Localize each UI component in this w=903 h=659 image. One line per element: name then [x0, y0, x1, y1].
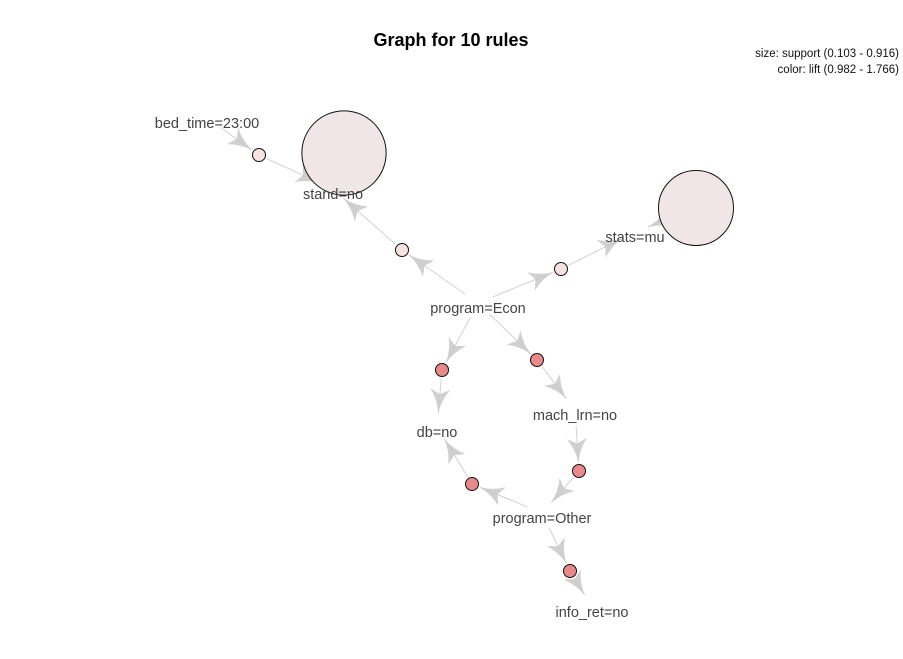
item-label-info-ret: info_ret=no — [556, 605, 629, 621]
rule-node-r10 — [563, 564, 577, 578]
edge-econ-to-r6-arrowhead — [446, 336, 467, 363]
edge-r7-to-mach-arrowhead — [544, 373, 567, 399]
edge-r8-to-other-arrowhead — [551, 477, 575, 503]
item-label-program-other: program=Other — [493, 511, 592, 527]
edge-r4-to-stats-arrowhead — [596, 238, 623, 258]
edge-bed_time-to-r1-arrowhead — [226, 128, 253, 151]
rule-node-r6 — [435, 363, 449, 377]
edge-econ-to-r7-arrowhead — [506, 330, 531, 355]
legend-size: size: support (0.103 - 0.916) — [755, 48, 899, 60]
rule-node-r8 — [572, 464, 586, 478]
rule-node-r9 — [465, 477, 479, 491]
edge-r10-to-info-arrowhead — [563, 569, 585, 596]
item-labels: bed_time=23:00 stand=no stats=mu program… — [155, 116, 665, 621]
item-label-program-econ: program=Econ — [430, 301, 526, 317]
rule-node-r3 — [395, 243, 409, 257]
edge-mach-to-r8-arrowhead — [566, 437, 587, 463]
edge-econ-to-r4-arrowhead — [527, 272, 554, 291]
rule-node-r1 — [252, 148, 266, 162]
graph-title: Graph for 10 rules — [373, 30, 528, 50]
edge-econ-to-r3-arrowhead — [408, 254, 435, 277]
rule-node-r7 — [530, 353, 544, 367]
rule-node-r2 — [301, 110, 387, 196]
edge-r3-to-stand-arrowhead — [343, 198, 369, 222]
item-label-bed-time: bed_time=23:00 — [155, 116, 259, 132]
legend-color: color: lift (0.982 - 1.766) — [778, 64, 900, 76]
rule-node-r5 — [658, 170, 734, 246]
rules-layer — [252, 110, 734, 578]
rule-node-r4 — [554, 262, 568, 276]
edge-r9-to-db-arrowhead — [444, 438, 466, 465]
edges-layer — [219, 126, 675, 596]
edge-r6-to-db-arrowhead — [430, 388, 451, 414]
item-label-stand: stand=no — [303, 187, 363, 203]
item-label-stats: stats=mu — [605, 230, 664, 246]
item-label-mach-lrn: mach_lrn=no — [533, 408, 617, 424]
item-label-db: db=no — [417, 425, 458, 441]
edge-other-to-r10-arrowhead — [546, 537, 567, 564]
edge-other-to-r9-arrowhead — [479, 487, 506, 506]
